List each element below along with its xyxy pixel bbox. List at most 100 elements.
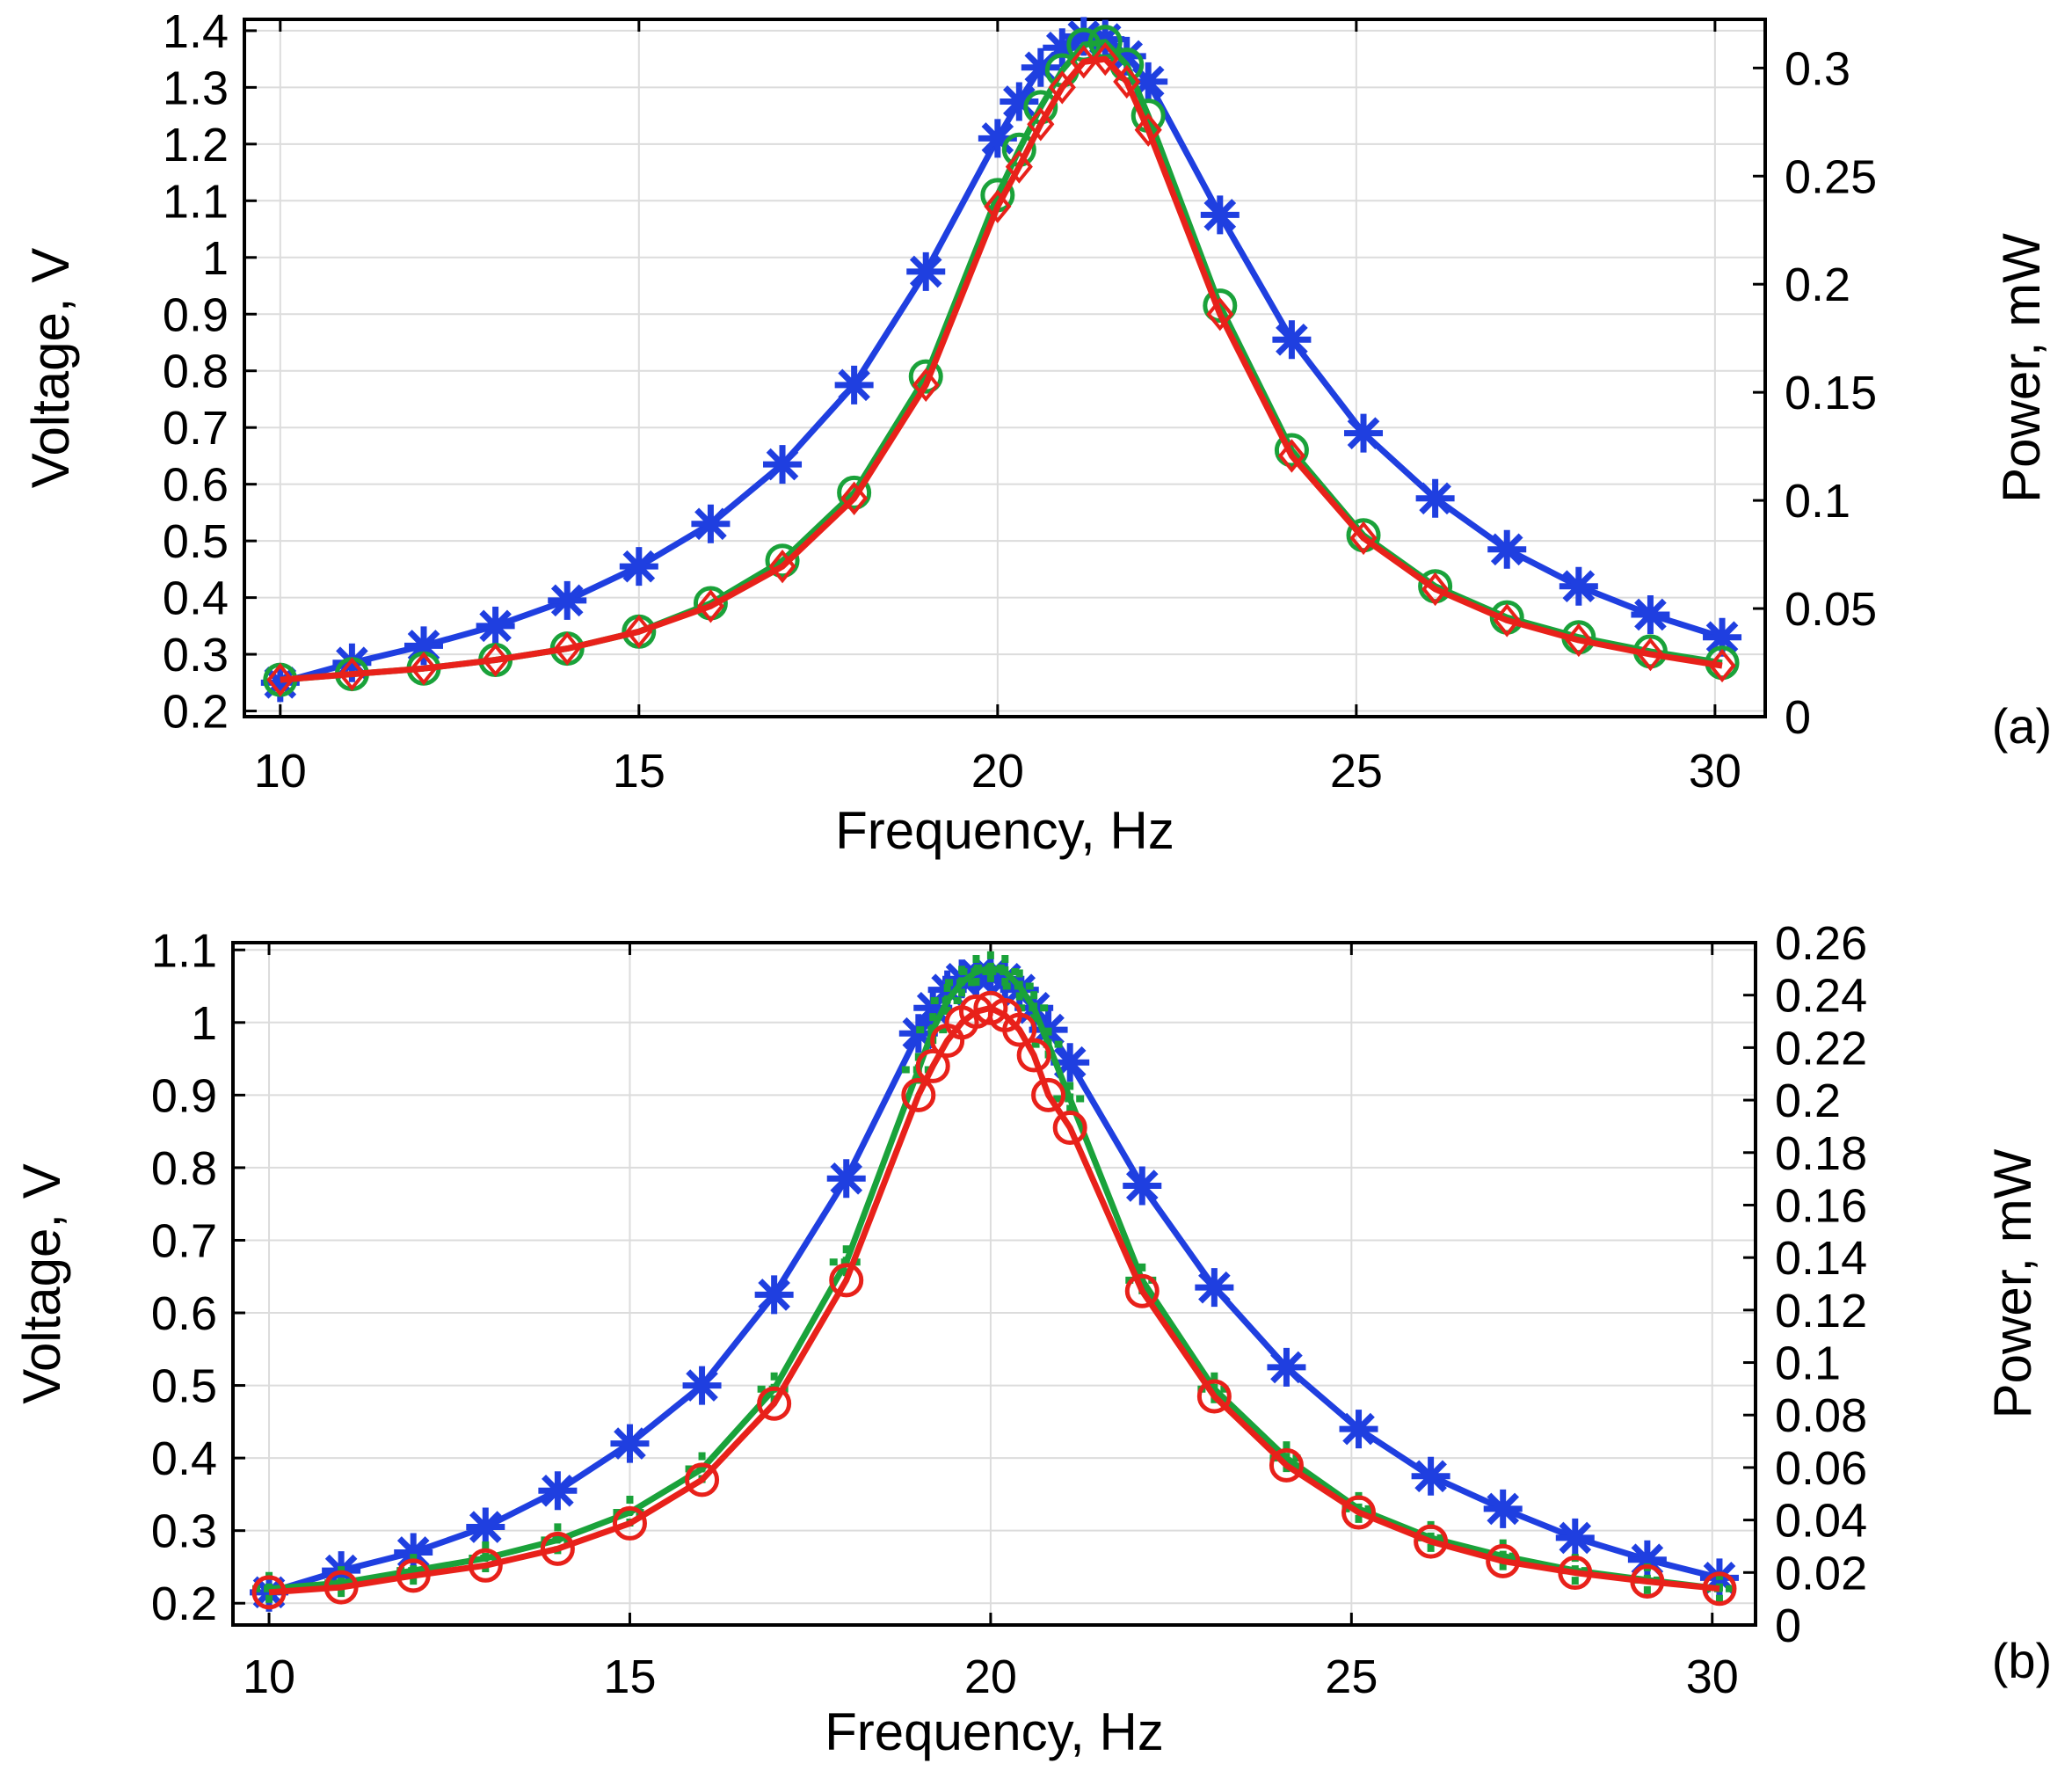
y-right-tick-label: 0.18: [1775, 1127, 1867, 1180]
y-tick-label: 0.2: [163, 686, 229, 739]
y-right-axis-title: Power, mW: [1992, 233, 2051, 503]
data-point-red-diamond: [1005, 149, 1033, 184]
data-point-blue-asterisk: [1129, 62, 1168, 101]
data-point-red-circle: [1031, 1077, 1066, 1112]
data-point-red-circle: [324, 1570, 359, 1605]
x-axis-title: Frequency, Hz: [825, 1702, 1164, 1761]
y-right-tick-label: 0.26: [1775, 917, 1867, 970]
data-point-red-diamond: [1421, 572, 1450, 607]
data-point-blue-asterisk: [1411, 1456, 1450, 1496]
data-point-red-diamond: [410, 652, 438, 686]
data-point-blue-asterisk: [1559, 566, 1598, 606]
x-tick-label: 20: [964, 1650, 1017, 1703]
data-point-blue-asterisk: [754, 1275, 794, 1315]
data-point-blue-asterisk: [1000, 82, 1039, 121]
x-tick-label: 30: [1689, 745, 1741, 798]
y-tick-label: 1.4: [163, 5, 229, 58]
panel-label: (b): [1992, 1633, 2052, 1688]
data-point-blue-asterisk: [610, 1424, 650, 1463]
x-tick-label: 15: [603, 1650, 656, 1703]
data-point-blue-asterisk: [913, 988, 953, 1028]
data-point-red-circle: [1558, 1556, 1593, 1591]
y-tick-label: 0.3: [163, 629, 229, 681]
y-tick-label: 0.5: [163, 515, 229, 568]
y-tick-label: 0.6: [163, 459, 229, 512]
data-point-red-circle: [468, 1548, 503, 1583]
data-point-red-diamond: [912, 368, 940, 403]
data-point-red-circle: [1016, 1038, 1051, 1073]
data-point-red-circle: [1341, 1495, 1377, 1530]
plot-frame: [243, 18, 1767, 718]
data-point-blue-asterisk: [898, 1014, 938, 1053]
data-point-red-diamond: [1565, 623, 1593, 658]
data-point-blue-asterisk: [404, 626, 444, 666]
y-tick-label: 0.3: [151, 1505, 217, 1558]
y-tick-label: 1: [202, 232, 229, 285]
data-point-blue-asterisk: [1631, 594, 1670, 634]
data-point-blue-asterisk: [1267, 1347, 1306, 1387]
data-point-red-circle: [1196, 1379, 1232, 1414]
data-point-blue-asterisk: [394, 1533, 433, 1572]
y-right-tick-label: 0.25: [1785, 150, 1877, 203]
data-point-blue-asterisk: [260, 663, 300, 703]
data-point-red-circle: [1486, 1543, 1521, 1578]
data-point-blue-asterisk: [906, 251, 946, 291]
y-right-tick-label: 0.02: [1775, 1547, 1867, 1599]
x-tick-label: 30: [1686, 1650, 1739, 1703]
x-tick-label: 10: [254, 745, 307, 798]
data-point-red-circle: [1630, 1563, 1665, 1599]
data-point-red-diamond: [696, 589, 725, 623]
data-point-blue-asterisk: [548, 580, 587, 620]
y-tick-label: 1.1: [151, 924, 217, 977]
panel-b: 10 15 20 25 300.20.30.40.50.60.70.80.911.100…: [12, 917, 2052, 1761]
data-point-blue-asterisk: [476, 606, 515, 645]
data-point-blue-asterisk: [538, 1471, 578, 1511]
y-right-tick-label: 0.15: [1785, 367, 1877, 419]
data-point-red-diamond: [1091, 41, 1119, 77]
data-point-red-diamond: [1113, 64, 1141, 99]
data-point-blue-asterisk: [691, 504, 731, 543]
data-point-red-circle: [1052, 1111, 1087, 1146]
y-right-tick-label: 0.3: [1785, 42, 1850, 95]
data-point-blue-asterisk: [763, 445, 803, 485]
y-right-tick-label: 0.2: [1785, 259, 1850, 311]
data-point-red-circle: [901, 1077, 936, 1112]
data-point-red-diamond: [1206, 297, 1234, 332]
panel-label: (a): [1992, 698, 2052, 754]
series-red-diamond: [266, 41, 1736, 697]
data-point-red-diamond: [1070, 45, 1098, 79]
data-point-red-circle: [251, 1575, 287, 1610]
data-point-red-diamond: [1277, 439, 1305, 473]
y-right-tick-label: 0: [1775, 1599, 1801, 1652]
x-tick-label: 10: [243, 1650, 295, 1703]
data-point-blue-asterisk: [1200, 195, 1240, 235]
y-tick-label: 1.1: [163, 175, 229, 228]
y-right-tick-label: 0.14: [1775, 1232, 1867, 1285]
panel-a: 10 15 20 25 300.20.30.40.50.60.70.80.911.11.…: [21, 5, 2052, 860]
data-point-blue-asterisk: [978, 119, 1017, 158]
data-point-blue-asterisk: [1555, 1518, 1595, 1557]
data-point-green-circle: [765, 543, 800, 579]
data-point-green-circle: [908, 359, 943, 394]
x-tick-label: 20: [971, 745, 1024, 798]
y-tick-label: 0.9: [163, 288, 229, 341]
data-point-red-diamond: [1636, 637, 1665, 672]
data-point-red-circle: [612, 1505, 647, 1541]
x-tick-label: 15: [613, 745, 665, 798]
data-point-red-circle: [396, 1558, 431, 1593]
y-tick-label: 0.6: [151, 1287, 217, 1340]
data-point-red-circle: [1124, 1273, 1160, 1308]
data-point-green-circle: [837, 475, 872, 510]
data-point-green-plus: [1017, 991, 1051, 1025]
data-point-blue-asterisk: [1703, 617, 1742, 657]
y-right-tick-label: 0.2: [1775, 1075, 1841, 1127]
y-axis-title: Voltage, V: [12, 1163, 71, 1404]
y-right-tick-label: 0.08: [1775, 1389, 1867, 1442]
data-point-green-circle: [1274, 433, 1309, 468]
y-right-tick-label: 0.06: [1775, 1442, 1867, 1495]
data-point-blue-asterisk: [1195, 1268, 1234, 1308]
data-point-blue-asterisk: [619, 547, 658, 587]
data-point-blue-asterisk: [682, 1366, 722, 1405]
data-point-blue-asterisk: [834, 365, 874, 404]
data-point-red-diamond: [338, 657, 366, 691]
